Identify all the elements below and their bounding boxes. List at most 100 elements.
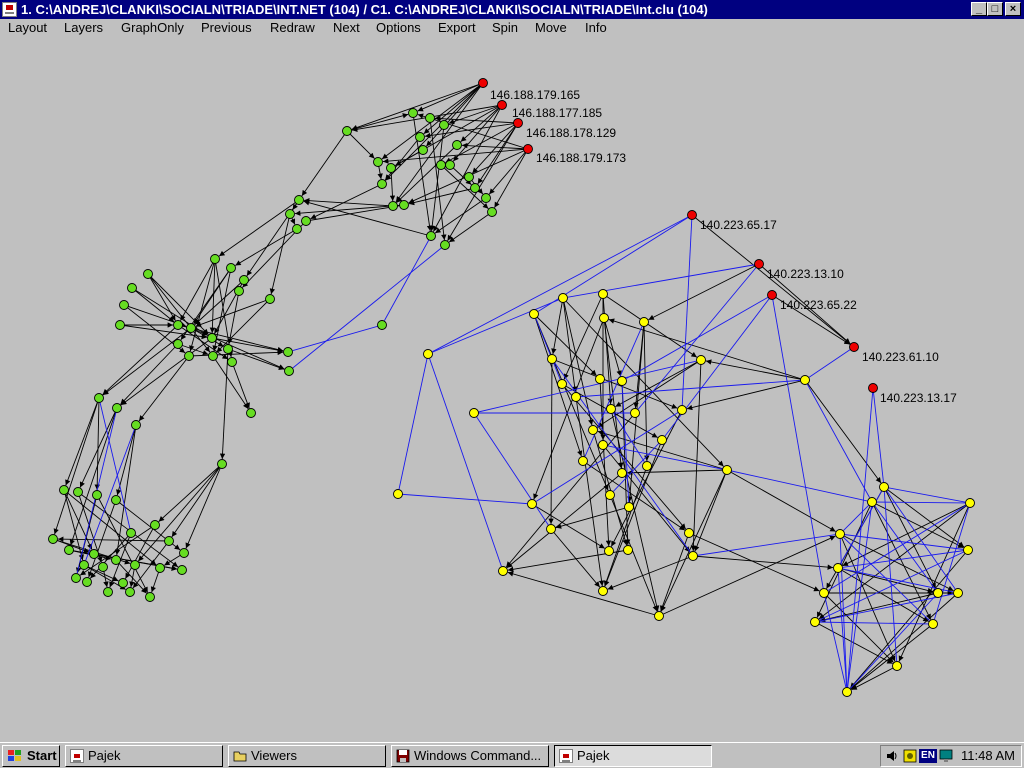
network-node[interactable] <box>111 555 121 565</box>
network-node[interactable] <box>487 207 497 217</box>
network-node[interactable] <box>642 461 652 471</box>
network-node[interactable] <box>143 269 153 279</box>
network-node[interactable] <box>89 549 99 559</box>
network-node[interactable] <box>210 254 220 264</box>
network-node[interactable] <box>598 586 608 596</box>
network-node[interactable] <box>578 456 588 466</box>
network-node[interactable] <box>810 617 820 627</box>
pajek-icon[interactable] <box>2 2 17 17</box>
network-node[interactable] <box>595 374 605 384</box>
network-node[interactable] <box>498 566 508 576</box>
tray-app-icon[interactable] <box>903 749 917 763</box>
network-node[interactable] <box>464 172 474 182</box>
network-node[interactable] <box>588 425 598 435</box>
network-node[interactable] <box>604 546 614 556</box>
network-node[interactable] <box>684 528 694 538</box>
network-node[interactable] <box>292 224 302 234</box>
network-node[interactable] <box>239 275 249 285</box>
network-node[interactable] <box>130 560 140 570</box>
taskbar-pajek-2[interactable]: Pajek <box>554 745 712 767</box>
network-node[interactable] <box>497 100 507 110</box>
network-node[interactable] <box>79 560 89 570</box>
network-node[interactable] <box>624 502 634 512</box>
network-node[interactable] <box>606 404 616 414</box>
network-node[interactable] <box>933 588 943 598</box>
network-node[interactable] <box>617 376 627 386</box>
network-node[interactable] <box>630 408 640 418</box>
network-node[interactable] <box>179 548 189 558</box>
network-node[interactable] <box>953 588 963 598</box>
network-node[interactable] <box>71 573 81 583</box>
network-node[interactable] <box>835 529 845 539</box>
network-node[interactable] <box>445 160 455 170</box>
network-node[interactable] <box>722 465 732 475</box>
network-node[interactable] <box>145 592 155 602</box>
taskbar-viewers[interactable]: Viewers <box>228 745 386 767</box>
network-node[interactable] <box>294 195 304 205</box>
network-node[interactable] <box>118 578 128 588</box>
monitor-icon[interactable] <box>939 749 953 763</box>
menu-previous[interactable]: Previous <box>201 20 252 35</box>
network-canvas[interactable]: 146.188.179.165 146.188.177.185 146.188.… <box>0 38 1024 742</box>
network-node[interactable] <box>98 562 108 572</box>
en-keyboard-icon[interactable]: EN <box>919 749 937 763</box>
network-node[interactable] <box>115 320 125 330</box>
taskbar-windows-command[interactable]: Windows Command... <box>391 745 549 767</box>
network-node[interactable] <box>246 408 256 418</box>
network-node[interactable] <box>150 520 160 530</box>
network-node[interactable] <box>127 283 137 293</box>
menu-move[interactable]: Move <box>535 20 567 35</box>
network-node[interactable] <box>283 347 293 357</box>
maximize-button[interactable]: □ <box>987 2 1003 16</box>
network-node[interactable] <box>425 113 435 123</box>
network-node[interactable] <box>440 240 450 250</box>
network-node[interactable] <box>342 126 352 136</box>
network-node[interactable] <box>119 300 129 310</box>
network-node[interactable] <box>64 545 74 555</box>
network-graph[interactable]: 146.188.179.165 146.188.177.185 146.188.… <box>0 38 1024 742</box>
network-node[interactable] <box>677 405 687 415</box>
network-node[interactable] <box>892 661 902 671</box>
network-node[interactable] <box>103 587 113 597</box>
speaker-icon[interactable] <box>885 749 899 763</box>
network-node[interactable] <box>469 408 479 418</box>
network-node[interactable] <box>164 536 174 546</box>
network-node[interactable] <box>867 497 877 507</box>
menu-layout[interactable]: Layout <box>8 20 48 35</box>
network-node[interactable] <box>470 183 480 193</box>
network-node[interactable] <box>207 333 217 343</box>
network-node[interactable] <box>373 157 383 167</box>
network-node[interactable] <box>558 293 568 303</box>
network-node[interactable] <box>265 294 275 304</box>
network-node[interactable] <box>173 320 183 330</box>
menu-spin[interactable]: Spin <box>492 20 519 35</box>
menu-redraw[interactable]: Redraw <box>270 20 315 35</box>
network-node[interactable] <box>928 619 938 629</box>
network-node[interactable] <box>386 163 396 173</box>
network-node[interactable] <box>767 290 777 300</box>
network-node[interactable] <box>112 403 122 413</box>
menu-export[interactable]: Export <box>438 20 476 35</box>
network-node[interactable] <box>94 393 104 403</box>
network-node[interactable] <box>819 588 829 598</box>
network-node[interactable] <box>111 495 121 505</box>
network-node[interactable] <box>48 534 58 544</box>
network-node[interactable] <box>423 349 433 359</box>
network-node[interactable] <box>177 565 187 575</box>
network-node[interactable] <box>546 524 556 534</box>
network-node[interactable] <box>687 210 697 220</box>
network-node[interactable] <box>377 320 387 330</box>
network-node[interactable] <box>408 108 418 118</box>
network-node[interactable] <box>523 144 533 154</box>
network-node[interactable] <box>73 487 83 497</box>
network-node[interactable] <box>439 120 449 130</box>
network-node[interactable] <box>285 209 295 219</box>
network-node[interactable] <box>617 468 627 478</box>
network-node[interactable] <box>478 78 488 88</box>
network-node[interactable] <box>184 351 194 361</box>
network-node[interactable] <box>208 351 218 361</box>
network-node[interactable] <box>879 482 889 492</box>
network-node[interactable] <box>598 440 608 450</box>
network-node[interactable] <box>393 489 403 499</box>
menu-layers[interactable]: Layers <box>64 20 104 35</box>
